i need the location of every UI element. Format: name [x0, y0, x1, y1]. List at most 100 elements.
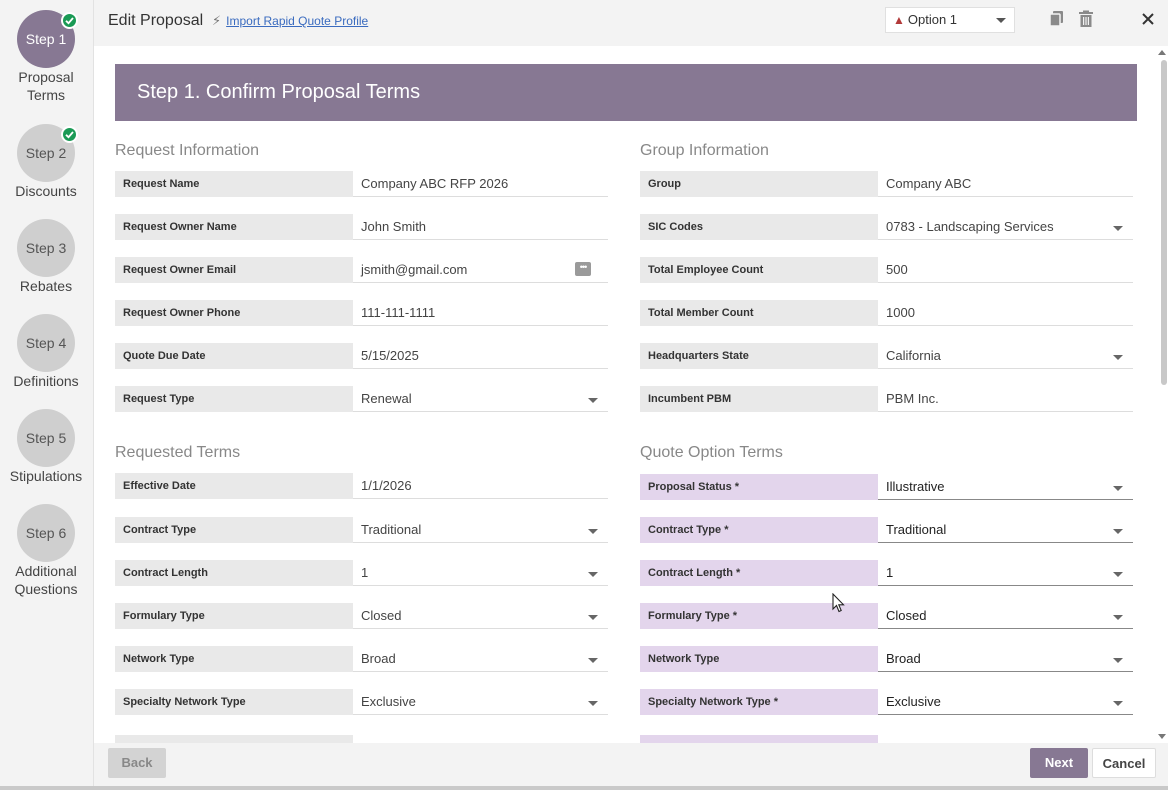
field-value: Closed	[361, 608, 402, 623]
chevron-down-icon	[588, 615, 598, 620]
field-label: Specialty Network Type	[115, 689, 353, 715]
field-label: Request Name	[115, 171, 353, 197]
chevron-down-icon	[588, 572, 598, 577]
field-value: Exclusive	[886, 694, 941, 709]
quote-option-terms-title: Quote Option Terms	[640, 444, 783, 461]
quote-due-date-input[interactable]: 5/15/2025	[353, 343, 608, 369]
field-value: Broad	[886, 651, 921, 666]
field-label: Contract Type *	[640, 517, 878, 543]
import-link-label: Import Rapid Quote Profile	[226, 14, 369, 28]
step-6-label-2: Questions	[14, 581, 78, 597]
request-name-input[interactable]: Company ABC RFP 2026	[353, 171, 608, 197]
step-6-badge[interactable]: Step 6	[17, 504, 75, 562]
formulary-type-select[interactable]: Closed	[353, 603, 608, 629]
copy-icon[interactable]	[1048, 10, 1066, 28]
step-1-label: Proposal	[18, 69, 74, 85]
step-2-badge[interactable]: Step 2	[17, 124, 75, 182]
sic-codes-select[interactable]: 0783 - Landscaping Services	[878, 214, 1133, 240]
headquarters-state-select[interactable]: California	[878, 343, 1133, 369]
next-button[interactable]: Next	[1030, 748, 1088, 778]
chevron-down-icon	[1113, 658, 1123, 663]
field-label: Proposal Status *	[640, 474, 878, 500]
field-label: Network Type	[640, 646, 878, 672]
step-5-label: Stipulations	[9, 468, 83, 484]
chevron-down-icon	[588, 398, 598, 403]
field-value: Closed	[886, 608, 927, 623]
field-label	[640, 735, 878, 743]
field-label: Contract Type	[115, 517, 353, 543]
chevron-down-icon	[1113, 572, 1123, 577]
request-owner-email-input[interactable]: jsmith@gmail.com •••	[353, 257, 608, 283]
request-owner-phone-input[interactable]: 111-111-1111	[353, 300, 608, 326]
contract-length-select[interactable]: 1	[353, 560, 608, 586]
more-icon[interactable]: •••	[575, 262, 591, 276]
total-member-count-input[interactable]: 1000	[878, 300, 1133, 326]
field-value: 1	[886, 565, 894, 580]
field-value: Exclusive	[361, 694, 416, 709]
scroll-thumb[interactable]	[1161, 60, 1167, 385]
request-type-select[interactable]: Renewal	[353, 386, 608, 412]
footer-bar: Back Next Cancel	[94, 743, 1168, 786]
quote-contract-length-select[interactable]: 1	[878, 560, 1133, 586]
effective-date-input[interactable]: 1/1/2026	[353, 473, 608, 499]
field-label: Request Owner Phone	[115, 300, 353, 326]
warning-icon: ▲	[893, 13, 905, 27]
bottom-divider	[0, 786, 1168, 790]
network-type-select[interactable]: Broad	[353, 646, 608, 672]
contract-type-select[interactable]: Traditional	[353, 517, 608, 543]
field-label: Formulary Type	[115, 603, 353, 629]
step-3-badge[interactable]: Step 3	[17, 219, 75, 277]
step-1-label-2: Terms	[26, 87, 66, 103]
field-value: Illustrative	[886, 479, 945, 494]
chevron-down-icon	[1113, 355, 1123, 360]
trash-icon[interactable]	[1077, 10, 1095, 28]
field-label: Contract Length *	[640, 560, 878, 586]
scroll-down-icon[interactable]	[1158, 734, 1166, 739]
chevron-down-icon	[1113, 529, 1123, 534]
chevron-down-icon	[588, 701, 598, 706]
step-4-badge[interactable]: Step 4	[17, 314, 75, 372]
proposal-status-select[interactable]: Illustrative	[878, 474, 1133, 500]
quote-formulary-type-select[interactable]: Closed	[878, 603, 1133, 629]
request-info-title: Request Information	[115, 142, 260, 159]
step-5-badge[interactable]: Step 5	[17, 409, 75, 467]
field-label: Request Type	[115, 386, 353, 412]
scroll-up-icon[interactable]	[1158, 50, 1166, 55]
import-rapid-quote-link[interactable]: ⚡︎ Import Rapid Quote Profile	[212, 13, 368, 29]
specialty-network-type-select[interactable]: Exclusive	[353, 689, 608, 715]
group-info-title: Group Information	[640, 142, 769, 159]
chevron-down-icon	[1113, 701, 1123, 706]
quote-specialty-network-type-select[interactable]: Exclusive	[878, 689, 1133, 715]
field-value: 0783 - Landscaping Services	[886, 219, 1054, 234]
total-employee-count-input[interactable]: 500	[878, 257, 1133, 283]
step-2-label: Discounts	[15, 183, 77, 199]
field-label	[115, 735, 353, 743]
step-3-label: Rebates	[19, 278, 73, 294]
mouse-cursor-icon	[832, 592, 846, 613]
field-value: 1	[361, 565, 369, 580]
step-banner: Step 1. Confirm Proposal Terms	[115, 64, 1137, 121]
step-sidebar: Step 1 Proposal Terms Step 2 Discounts S…	[0, 0, 94, 790]
field-label: Network Type	[115, 646, 353, 672]
chevron-down-icon	[588, 529, 598, 534]
quote-network-type-select[interactable]: Broad	[878, 646, 1133, 672]
chevron-down-icon	[1113, 226, 1123, 231]
field-label: SIC Codes	[640, 214, 878, 240]
field-label: Headquarters State	[640, 343, 878, 369]
request-owner-name-input[interactable]: John Smith	[353, 214, 608, 240]
incumbent-pbm-input[interactable]: PBM Inc.	[878, 386, 1133, 412]
cancel-button[interactable]: Cancel	[1092, 748, 1156, 778]
field-label: Request Owner Email	[115, 257, 353, 283]
option-select[interactable]: ▲ Option 1	[885, 7, 1015, 33]
back-button[interactable]: Back	[108, 748, 166, 778]
group-input[interactable]: Company ABC	[878, 171, 1133, 197]
chevron-down-icon	[1113, 486, 1123, 491]
close-icon[interactable]	[1141, 12, 1159, 30]
field-label: Quote Due Date	[115, 343, 353, 369]
field-label: Contract Length	[115, 560, 353, 586]
chevron-down-icon	[588, 658, 598, 663]
quote-contract-type-select[interactable]: Traditional	[878, 517, 1133, 543]
chevron-down-icon	[1113, 615, 1123, 620]
header-bar: Edit Proposal ⚡︎ Import Rapid Quote Profi…	[94, 0, 1168, 46]
vertical-scrollbar[interactable]	[1158, 46, 1168, 743]
